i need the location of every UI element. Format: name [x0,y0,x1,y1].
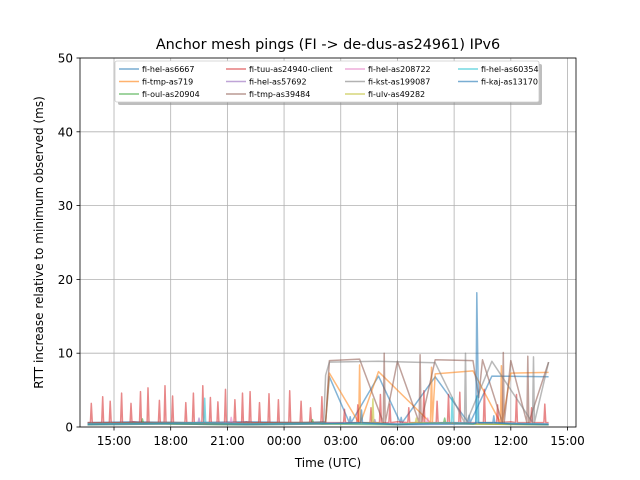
y-tick-label: 0 [65,421,73,435]
legend-entry: fi-hel-as60354 [481,65,539,74]
x-axis: 15:00 18:00 21:00 00:00 03:00 06:00 09:00 12:00… [97,427,585,448]
y-axis: 0 10 20 30 40 50 [58,52,80,435]
x-tick-label: 21:00 [210,434,245,448]
series-line-fi-tmp-as39484 [87,351,550,425]
legend: fi-hel-as6667 fi-tmp-as719 fi-oul-as20904 f… [114,60,542,105]
series-line-fi-kst-as199087 [87,352,550,425]
legend-entry: fi-tuu-as24940-client [249,65,332,74]
legend-entry: fi-kaj-as13170 [481,78,538,87]
y-tick-label: 20 [58,273,73,287]
series-line-fi-kaj-as13170 [87,291,549,426]
x-tick-label: 12:00 [494,434,529,448]
x-tick-label: 15:00 [97,434,132,448]
legend-entry: fi-oul-as20904 [142,90,200,99]
legend-entry: fi-hel-as208722 [368,65,431,74]
x-tick-label: 03:00 [323,434,358,448]
legend-entry: fi-hel-as6667 [142,65,194,74]
chart-title: Anchor mesh pings (FI -> de-dus-as24961)… [156,37,500,53]
legend-entry: fi-kst-as199087 [368,78,430,87]
legend-entry: fi-ulv-as49282 [368,90,425,99]
series-lines [87,291,550,426]
legend-entry: fi-hel-as57692 [249,78,307,87]
legend-box [114,60,540,103]
y-tick-label: 30 [58,199,73,213]
x-tick-label: 18:00 [153,434,188,448]
y-tick-label: 50 [58,52,73,66]
x-axis-label: Time (UTC) [294,456,361,470]
x-tick-label: 09:00 [437,434,472,448]
legend-entry: fi-tmp-as719 [142,78,193,87]
plot-area [79,57,577,428]
y-tick-label: 40 [58,125,73,139]
series-line-fi-oul-as20904 [87,417,549,426]
x-tick-label: 00:00 [267,434,302,448]
x-tick-label: 06:00 [380,434,415,448]
x-tick-label: 15:00 [550,434,585,448]
y-tick-label: 10 [58,347,73,361]
legend-entry: fi-tmp-as39484 [249,90,310,99]
plot-border [79,57,577,428]
y-axis-label: RTT increase relative to minimum observe… [32,96,46,389]
